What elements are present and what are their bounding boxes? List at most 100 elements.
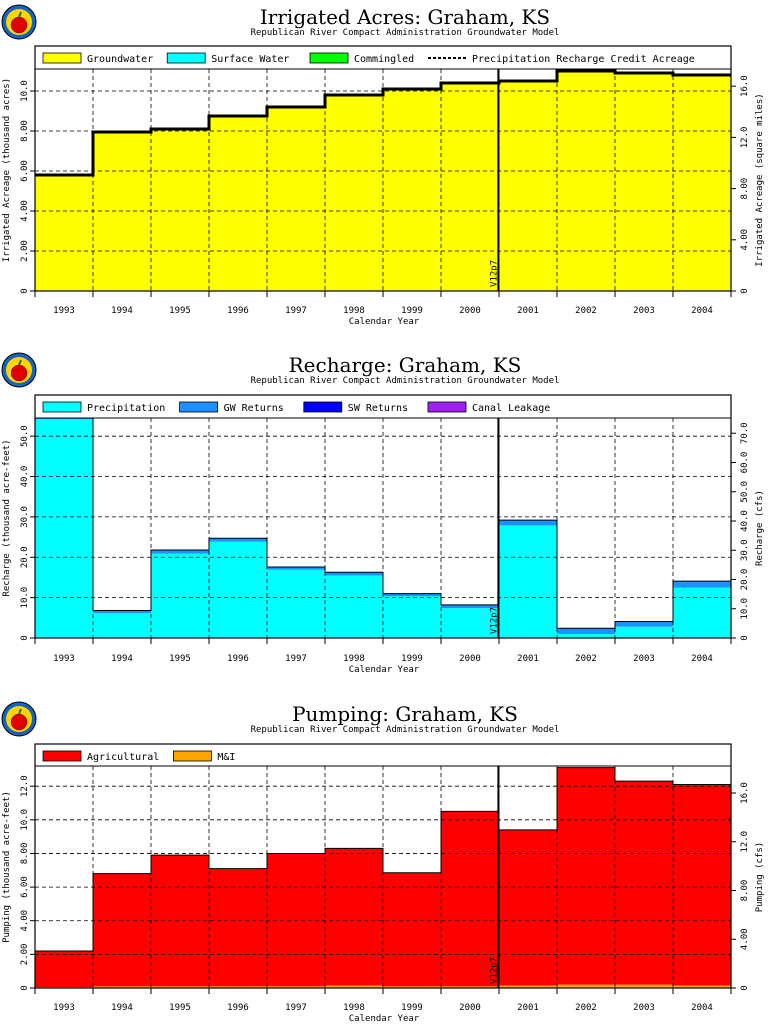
legend-swatch (172, 750, 212, 762)
x-tick-label: 1998 (343, 654, 365, 664)
y-tick-label: 2.00 (20, 240, 30, 262)
logo-apple-icon (10, 713, 28, 731)
series-bar (151, 129, 209, 291)
x-tick-label: 2003 (633, 306, 655, 316)
x-tick-label: 1993 (53, 1003, 75, 1013)
y-tick-label: 0 (20, 985, 30, 990)
x-tick-label: 2000 (459, 306, 481, 316)
logo-leaf-icon (18, 708, 22, 715)
series-bar (209, 541, 267, 638)
series-bar (557, 767, 615, 985)
x-axis-label: Calendar Year (349, 665, 420, 675)
version-marker-label: V12p7 (489, 957, 499, 984)
series-bar (673, 75, 731, 291)
x-tick-label: 2002 (575, 306, 597, 316)
legend-label: Agricultural (87, 752, 159, 763)
series-bar (499, 81, 557, 291)
series-bar (267, 986, 325, 988)
series-bar (557, 984, 615, 988)
series-bar (673, 784, 731, 986)
legend-swatch (166, 52, 206, 64)
series-bar (615, 626, 673, 638)
x-tick-label: 1993 (53, 654, 75, 664)
version-marker-label: V12p7 (489, 260, 499, 287)
y-tick-label: 0 (20, 635, 30, 640)
series-bar (383, 89, 441, 291)
legend-label: GW Returns (224, 403, 284, 414)
x-tick-label: 1997 (285, 306, 307, 316)
series-bar (673, 581, 731, 588)
x-tick-label: 1998 (343, 306, 365, 316)
y-tick-label: 6.00 (20, 876, 30, 898)
series-bar (93, 873, 151, 987)
series-bar (557, 628, 615, 634)
series-bar (325, 848, 383, 986)
y2-tick-label: 60.0 (740, 452, 750, 474)
x-tick-label: 2000 (459, 654, 481, 664)
legend-swatch (303, 401, 343, 413)
series-bar (557, 633, 615, 638)
y-tick-label: 10.0 (20, 809, 30, 831)
y2-tick-label: 12.0 (740, 127, 750, 149)
series-bar (267, 853, 325, 987)
x-tick-label: 2004 (691, 1003, 713, 1013)
series-bar (557, 71, 615, 291)
x-tick-label: 1993 (53, 306, 75, 316)
series-bar (35, 418, 93, 420)
legend-swatch (427, 401, 467, 413)
y-tick-label: 6.00 (20, 160, 30, 182)
y-tick-label: 0 (20, 288, 30, 293)
x-tick-label: 1999 (401, 1003, 423, 1013)
x-tick-label: 2001 (517, 1003, 539, 1013)
series-bar (383, 872, 441, 987)
series-bar (499, 525, 557, 638)
y-tick-label: 8.00 (20, 120, 30, 142)
series-bar (35, 951, 93, 988)
series-bar (151, 553, 209, 638)
series-bar (267, 566, 325, 570)
legend-swatch (42, 750, 82, 762)
x-tick-label: 1995 (169, 1003, 191, 1013)
y-tick-label: 4.00 (20, 200, 30, 222)
y-tick-label: 20.0 (20, 546, 30, 568)
x-tick-label: 2001 (517, 654, 539, 664)
series-bar (383, 596, 441, 638)
y2-tick-label: 0 (740, 288, 750, 293)
y2-tick-label: 20.0 (740, 569, 750, 591)
series-bar (209, 986, 267, 988)
x-tick-label: 1997 (285, 654, 307, 664)
y-tick-label: 40.0 (20, 466, 30, 488)
x-tick-label: 1999 (401, 306, 423, 316)
series-bar (615, 621, 673, 627)
series-bar (209, 868, 267, 987)
series-bar (209, 538, 267, 542)
x-tick-label: 1999 (401, 654, 423, 664)
legend-label: Commingled (354, 54, 414, 65)
series-bar (325, 575, 383, 638)
x-tick-label: 1994 (111, 1003, 133, 1013)
chart-subtitle: Republican River Compact Administration … (251, 28, 560, 38)
series-bar (93, 986, 151, 988)
x-tick-label: 2003 (633, 1003, 655, 1013)
y-tick-label: 2.00 (20, 944, 30, 966)
y2-tick-label: 16.0 (740, 782, 750, 804)
series-bar (151, 550, 209, 554)
logo-apple-icon (10, 364, 28, 382)
x-tick-label: 2002 (575, 1003, 597, 1013)
y-axis-label: Irrigated Acreage (thousand acres) (2, 78, 12, 262)
series-bar (383, 593, 441, 597)
x-tick-label: 1994 (111, 654, 133, 664)
series-bar (441, 604, 499, 609)
y-axis-label: Recharge (thousand acre-feet) (2, 439, 12, 596)
chart-subtitle: Republican River Compact Administration … (251, 376, 560, 386)
legend-label: Canal Leakage (472, 403, 550, 414)
y2-axis-label: Irrigated Acreage (square miles) (755, 93, 765, 266)
series-bar (615, 73, 673, 291)
legend-label: Groundwater (87, 54, 153, 65)
logo-leaf-icon (18, 11, 22, 18)
series-bar (499, 985, 557, 988)
x-tick-label: 1995 (169, 306, 191, 316)
series-bar (151, 855, 209, 987)
y2-tick-label: 4.00 (740, 928, 750, 950)
